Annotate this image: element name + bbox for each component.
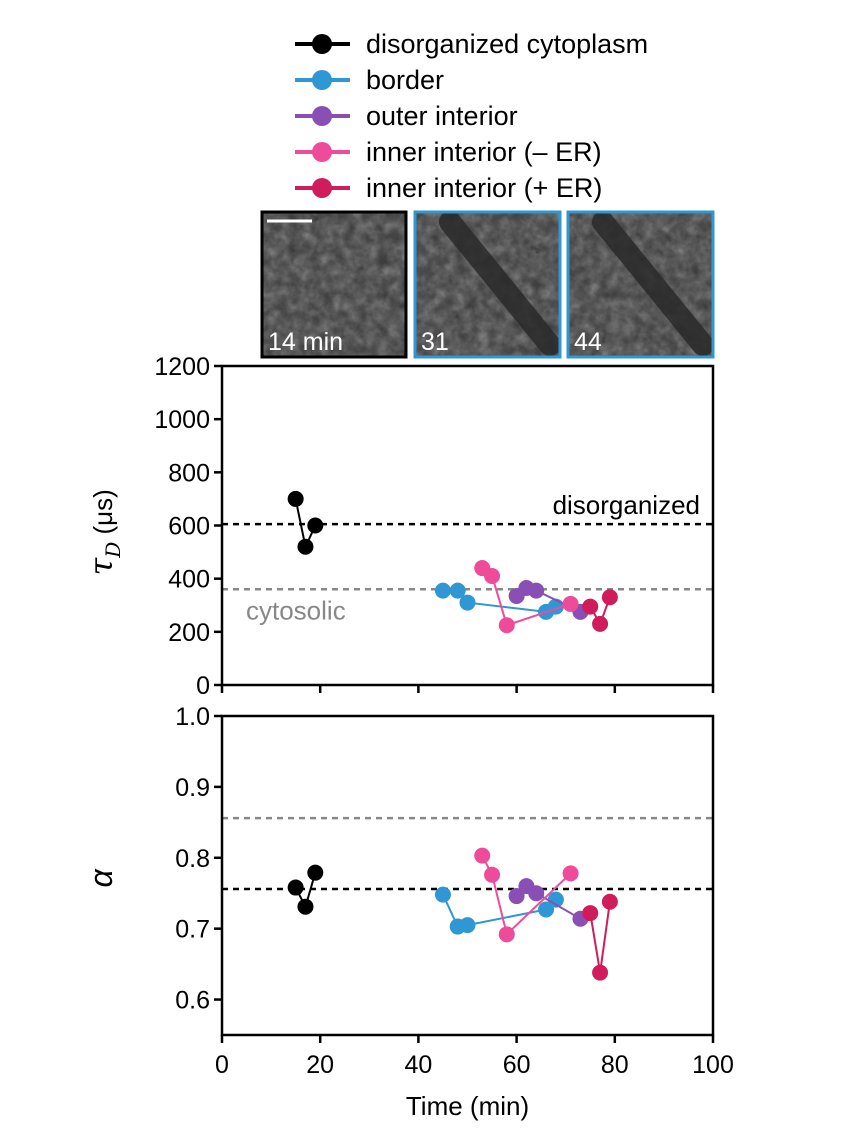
inset-image: 14 min: [260, 210, 408, 359]
data-point: [297, 538, 314, 555]
y-tick-label: 0.7: [175, 916, 210, 944]
legend: disorganized cytoplasm border outer interi…: [295, 29, 648, 203]
inset-time-label: 14 min: [268, 328, 343, 356]
series: [474, 847, 579, 943]
data-point: [434, 582, 451, 599]
y-tick-label: 1000: [154, 406, 210, 434]
legend-label: border: [366, 65, 444, 95]
data-point: [307, 864, 324, 881]
inset-border: [566, 210, 715, 359]
inset-border: [413, 210, 562, 359]
alpha-plot: 0.6 0.7 0.8 0.9 1.0 0 20 40 60 80 100 Time (min) α: [83, 703, 734, 1121]
legend-entry: border: [295, 65, 444, 95]
series-line: [481, 855, 572, 937]
data-point: [582, 905, 599, 922]
series: [508, 579, 589, 620]
legend-swatch-marker: [312, 70, 332, 90]
reference-label-cytosolic: cytosolic: [246, 595, 346, 625]
inset-image: 44: [566, 210, 715, 359]
legend-label: disorganized cytoplasm: [366, 29, 648, 59]
data-point: [484, 866, 501, 883]
y-tick-label: 0.8: [175, 845, 210, 873]
inset-dark-band: [439, 211, 561, 356]
inset-texture: [262, 212, 406, 357]
x-tick-label: 80: [601, 1051, 629, 1079]
series: [508, 878, 589, 927]
data-point: [287, 879, 304, 896]
data-point: [484, 568, 501, 585]
reference-label-disorganized: disorganized: [553, 490, 700, 520]
data-point: [538, 901, 555, 918]
legend-label: outer interior: [366, 101, 518, 131]
x-tick-label: 100: [692, 1051, 734, 1079]
y-tick-label: 1.0: [175, 703, 210, 731]
data-point: [434, 886, 451, 903]
y-axis-title: τD (μs): [82, 489, 125, 575]
plot-frame: [220, 364, 715, 687]
legend-entry: outer interior: [295, 101, 518, 131]
legend-entry: disorganized cytoplasm: [295, 29, 648, 59]
data-point: [547, 891, 564, 908]
legend-swatch-marker: [312, 106, 332, 126]
data-point: [592, 615, 609, 632]
tau-d-plot: disorganized cytosolic 0 200 400 600 800 1000 12…: [82, 353, 715, 700]
x-tick-label: 20: [306, 1051, 334, 1079]
data-point: [449, 582, 466, 599]
x-axis-title: Time (min): [406, 1091, 529, 1121]
data-point: [601, 893, 618, 910]
data-point: [459, 917, 476, 934]
legend-entry: inner interior (+ ER): [295, 173, 602, 203]
series: [474, 560, 579, 634]
y-tick-label: 800: [168, 459, 210, 487]
legend-entry: inner interior (– ER): [295, 137, 602, 167]
inset-border: [260, 210, 408, 359]
x-tick-label: 0: [215, 1051, 229, 1079]
data-point: [297, 898, 314, 915]
inset-images: 14 min 31 44: [260, 210, 715, 359]
data-point: [474, 847, 491, 864]
x-tick-label: 60: [503, 1051, 531, 1079]
data-point: [287, 490, 304, 507]
legend-label: inner interior (– ER): [366, 137, 602, 167]
y-tick-label: 0.6: [175, 987, 210, 1015]
y-tick-label: 1200: [154, 353, 210, 381]
data-point: [528, 582, 545, 599]
y-tick-label: 400: [168, 566, 210, 594]
x-tick-label: 40: [404, 1051, 432, 1079]
data-point: [498, 926, 515, 943]
inset-time-label: 44: [574, 328, 602, 356]
data-point: [592, 964, 609, 981]
data-point: [562, 595, 579, 612]
inset-image: 31: [413, 210, 562, 359]
legend-swatch-marker: [312, 178, 332, 198]
data-point: [498, 617, 515, 634]
data-point: [307, 517, 324, 534]
inset-time-label: 31: [421, 328, 449, 356]
inset-dark-band: [592, 211, 714, 356]
y-tick-label: 200: [168, 619, 210, 647]
series: [287, 490, 324, 555]
data-point: [508, 888, 525, 905]
legend-label: inner interior (+ ER): [366, 173, 602, 203]
data-point: [582, 598, 599, 615]
series: [287, 864, 324, 915]
series: [582, 893, 618, 981]
legend-swatch-marker: [312, 34, 332, 54]
data-point: [459, 594, 476, 611]
series: [434, 886, 564, 935]
y-tick-label: 600: [168, 513, 210, 541]
data-point: [528, 885, 545, 902]
data-point: [601, 589, 618, 606]
y-tick-label: 0: [196, 672, 210, 700]
data-point: [562, 865, 579, 882]
y-axis-title: α: [83, 869, 119, 888]
legend-swatch-marker: [312, 142, 332, 162]
series: [582, 589, 618, 632]
y-tick-label: 0.9: [175, 774, 210, 802]
plot-frame: [220, 714, 715, 1037]
